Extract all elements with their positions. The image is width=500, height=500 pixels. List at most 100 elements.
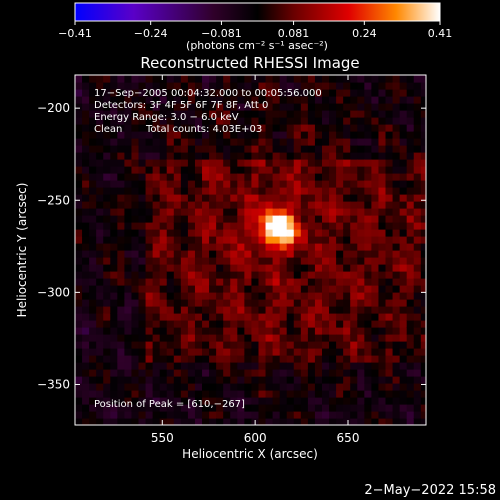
- heatmap-cell: [152, 159, 161, 167]
- heatmap-cell: [124, 404, 133, 412]
- heatmap-cell: [124, 278, 133, 286]
- heatmap-cell: [286, 299, 295, 307]
- heatmap-cell: [230, 418, 238, 425]
- heatmap-cell: [138, 292, 147, 300]
- heatmap-cell: [399, 222, 408, 230]
- heatmap-cell: [357, 187, 365, 195]
- heatmap-cell: [258, 404, 267, 412]
- heatmap-cell: [131, 173, 140, 181]
- heatmap-cell: [371, 306, 380, 314]
- heatmap-cell: [187, 264, 196, 272]
- heatmap-cell: [385, 145, 394, 153]
- heatmap-cell: [378, 215, 387, 223]
- heatmap-cell: [209, 306, 217, 314]
- heatmap-cell: [336, 278, 344, 286]
- heatmap-cell: [89, 390, 97, 398]
- heatmap-cell: [152, 173, 161, 181]
- heatmap-cell: [110, 257, 118, 265]
- heatmap-cell: [322, 257, 330, 265]
- heatmap-cell: [124, 299, 133, 307]
- heatmap-cell: [406, 397, 415, 405]
- heatmap-cell: [300, 292, 309, 300]
- heatmap-cell: [110, 369, 118, 377]
- heatmap-cell: [216, 159, 224, 167]
- heatmap-cell: [265, 404, 274, 412]
- heatmap-cell: [223, 383, 231, 391]
- heatmap-cell: [194, 194, 203, 202]
- heatmap-cell: [124, 243, 133, 251]
- heatmap-cell: [152, 82, 161, 90]
- heatmap-cell: [279, 257, 288, 265]
- heatmap-cell: [392, 82, 401, 90]
- heatmap-cell: [159, 285, 168, 293]
- heatmap-cell: [124, 348, 133, 356]
- heatmap-cell: [187, 313, 196, 321]
- heatmap-cell: [329, 411, 337, 419]
- heatmap-cell: [117, 404, 125, 412]
- heatmap-cell: [209, 124, 217, 132]
- heatmap-cell: [420, 75, 426, 83]
- heatmap-cell: [286, 334, 295, 342]
- heatmap-cell: [251, 376, 260, 384]
- heatmap-cell: [265, 348, 274, 356]
- heatmap-cell: [336, 229, 344, 237]
- heatmap-cell: [378, 404, 387, 412]
- heatmap-cell: [300, 285, 309, 293]
- heatmap-cell: [124, 215, 133, 223]
- heatmap-cell: [244, 362, 253, 370]
- heatmap-cell: [251, 131, 260, 139]
- heatmap-cell: [307, 110, 316, 118]
- heatmap-cell: [145, 89, 154, 97]
- heatmap-cell: [223, 390, 231, 398]
- heatmap-cell: [223, 271, 231, 279]
- heatmap-cell: [202, 194, 210, 202]
- heatmap-cell: [187, 124, 196, 132]
- heatmap-cell: [279, 229, 288, 237]
- heatmap-cell: [187, 369, 196, 377]
- heatmap-cell: [413, 362, 422, 370]
- heatmap-cell: [364, 243, 372, 251]
- heatmap-cell: [420, 285, 426, 293]
- heatmap-cell: [173, 299, 182, 307]
- heatmap-cell: [96, 390, 104, 398]
- heatmap-cell: [117, 222, 125, 230]
- heatmap-cell: [322, 250, 330, 258]
- heatmap-cell: [420, 250, 426, 258]
- heatmap-cell: [216, 257, 224, 265]
- heatmap-cell: [364, 110, 372, 118]
- heatmap-cell: [350, 376, 358, 384]
- heatmap-cell: [378, 180, 387, 188]
- heatmap-cell: [209, 194, 217, 202]
- heatmap-cell: [413, 390, 422, 398]
- heatmap-cell: [329, 257, 337, 265]
- heatmap-cell: [272, 313, 281, 321]
- heatmap-cell: [117, 313, 125, 321]
- heatmap-cell: [322, 306, 330, 314]
- heatmap-cell: [286, 271, 295, 279]
- heatmap-cell: [138, 166, 147, 174]
- heatmap-cell: [322, 355, 330, 363]
- heatmap-cell: [216, 194, 224, 202]
- heatmap-cell: [420, 187, 426, 195]
- heatmap-cell: [89, 264, 97, 272]
- heatmap-cell: [180, 236, 189, 244]
- heatmap-cell: [152, 250, 161, 258]
- heatmap-cell: [89, 271, 97, 279]
- heatmap-cell: [392, 145, 401, 153]
- heatmap-cell: [159, 131, 168, 139]
- heatmap-cell: [279, 110, 288, 118]
- heatmap-cell: [265, 299, 274, 307]
- heatmap-cell: [75, 96, 83, 104]
- heatmap-cell: [279, 320, 288, 328]
- heatmap-cell: [251, 264, 260, 272]
- heatmap-cell: [166, 355, 175, 363]
- heatmap-cell: [209, 159, 217, 167]
- heatmap-cell: [166, 376, 175, 384]
- heatmap-cell: [322, 82, 330, 90]
- heatmap-cell: [293, 201, 302, 209]
- heatmap-cell: [216, 173, 224, 181]
- heatmap-cell: [314, 418, 323, 425]
- heatmap-cell: [300, 131, 309, 139]
- heatmap-cell: [385, 369, 394, 377]
- heatmap-cell: [75, 215, 83, 223]
